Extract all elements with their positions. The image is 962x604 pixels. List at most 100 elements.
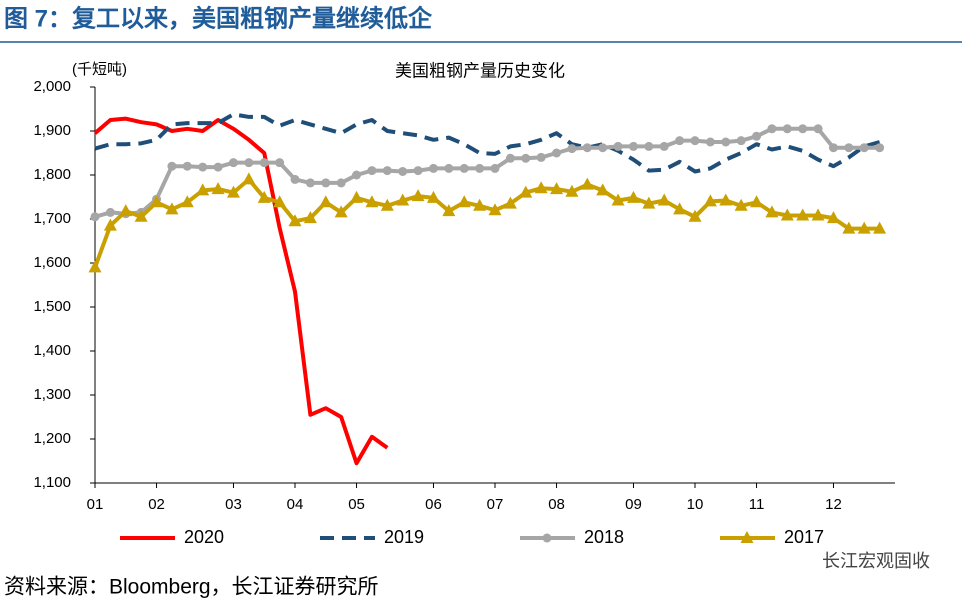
data-point (411, 189, 425, 202)
data-point (796, 208, 810, 221)
data-point (182, 161, 192, 171)
data-point (734, 198, 748, 211)
data-point (444, 163, 454, 173)
data-point (844, 143, 854, 153)
watermark: 长江宏观固收 (822, 551, 930, 571)
data-point (105, 207, 115, 217)
y-tick-label: 1,400 (33, 342, 71, 359)
data-point (442, 204, 456, 217)
data-point (288, 214, 302, 227)
x-tick-label: 06 (425, 496, 442, 513)
data-point (752, 131, 762, 141)
data-point (196, 183, 210, 196)
data-point (488, 203, 502, 216)
data-point (675, 136, 685, 146)
data-point (273, 195, 287, 208)
data-point (673, 202, 687, 215)
data-point (119, 204, 133, 217)
data-point (305, 178, 315, 188)
data-point (642, 196, 656, 209)
data-point (473, 198, 487, 211)
x-tick-label: 04 (287, 496, 304, 513)
x-tick-label: 12 (825, 496, 842, 513)
data-point (259, 158, 269, 168)
data-point (565, 184, 579, 197)
data-point (367, 166, 377, 176)
data-point (580, 177, 594, 190)
data-point (134, 209, 148, 222)
data-point (857, 221, 871, 234)
x-tick-label: 11 (749, 496, 765, 513)
data-point (426, 190, 440, 203)
data-point (596, 183, 610, 196)
data-point (198, 162, 208, 172)
legend-label: 2019 (384, 527, 424, 547)
legend-label: 2018 (584, 527, 624, 547)
legend-label: 2017 (784, 527, 824, 547)
data-point (365, 195, 379, 208)
data-point (582, 143, 592, 153)
x-tick-label: 07 (487, 496, 504, 513)
data-point (226, 185, 240, 198)
data-point (859, 143, 869, 153)
data-point (165, 202, 179, 215)
figure-title: 图 7：复工以来，美国粗钢产量继续低企 (4, 4, 433, 32)
data-point (413, 166, 423, 176)
y-tick-label: 1,700 (33, 210, 71, 227)
data-point (213, 162, 223, 172)
series-line (94, 126, 880, 219)
data-point (780, 208, 794, 221)
data-point (321, 178, 331, 188)
data-point (750, 195, 764, 208)
data-point (257, 190, 271, 203)
data-point (242, 172, 256, 185)
data-point (703, 194, 717, 207)
x-tick-label: 10 (687, 496, 704, 513)
y-tick-label: 1,900 (33, 122, 71, 139)
data-point (459, 163, 469, 173)
data-point (782, 124, 792, 134)
data-point (688, 209, 702, 222)
x-tick-label: 03 (225, 496, 242, 513)
data-point (552, 148, 562, 158)
data-point (319, 195, 333, 208)
data-point (211, 182, 225, 195)
x-tick-label: 09 (625, 496, 642, 513)
data-point (490, 163, 500, 173)
data-point (244, 158, 254, 168)
data-point (765, 205, 779, 218)
data-point (536, 152, 546, 162)
source: 资料来源：Bloomberg，长江证券研究所 (4, 576, 379, 599)
data-point (336, 178, 346, 188)
data-point (657, 193, 671, 206)
data-point (380, 198, 394, 211)
data-point (290, 174, 300, 184)
data-point (352, 170, 362, 180)
data-point (519, 185, 533, 198)
data-point (150, 195, 164, 208)
y-tick-label: 1,300 (33, 386, 71, 403)
x-tick-label: 01 (87, 496, 104, 513)
data-point (628, 141, 638, 151)
data-point (90, 212, 100, 222)
data-point (644, 141, 654, 151)
data-point (719, 193, 733, 206)
data-point (475, 163, 485, 173)
data-point (334, 205, 348, 218)
data-point (811, 208, 825, 221)
data-point (875, 143, 885, 153)
series-line (94, 112, 881, 174)
y-tick-label: 2,000 (33, 78, 71, 95)
data-point (303, 211, 317, 224)
data-point (550, 182, 564, 195)
data-point (275, 158, 285, 168)
data-point (396, 193, 410, 206)
data-point (503, 196, 517, 209)
data-point (659, 141, 669, 151)
chart-title: 美国粗钢产量历史变化 (395, 61, 565, 80)
data-point (228, 158, 238, 168)
x-tick-label: 05 (348, 496, 365, 513)
data-point (626, 190, 640, 203)
data-point (813, 124, 823, 134)
